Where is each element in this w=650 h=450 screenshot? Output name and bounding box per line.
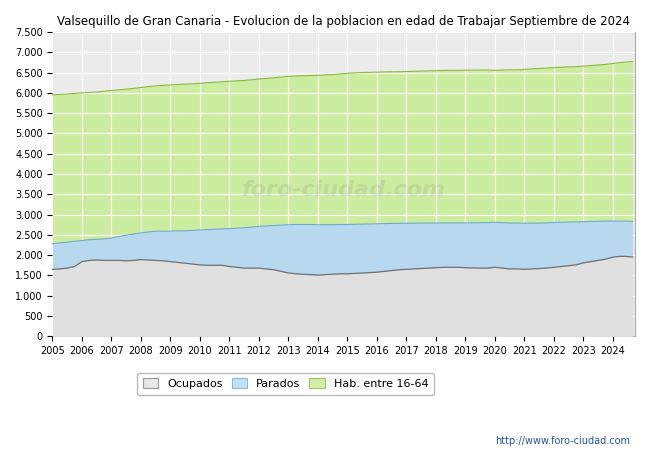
Title: Valsequillo de Gran Canaria - Evolucion de la poblacion en edad de Trabajar Sept: Valsequillo de Gran Canaria - Evolucion …	[57, 15, 630, 28]
Legend: Ocupados, Parados, Hab. entre 16-64: Ocupados, Parados, Hab. entre 16-64	[137, 373, 434, 395]
Text: foro-ciudad.com: foro-ciudad.com	[242, 180, 446, 200]
Text: http://www.foro-ciudad.com: http://www.foro-ciudad.com	[495, 436, 630, 446]
